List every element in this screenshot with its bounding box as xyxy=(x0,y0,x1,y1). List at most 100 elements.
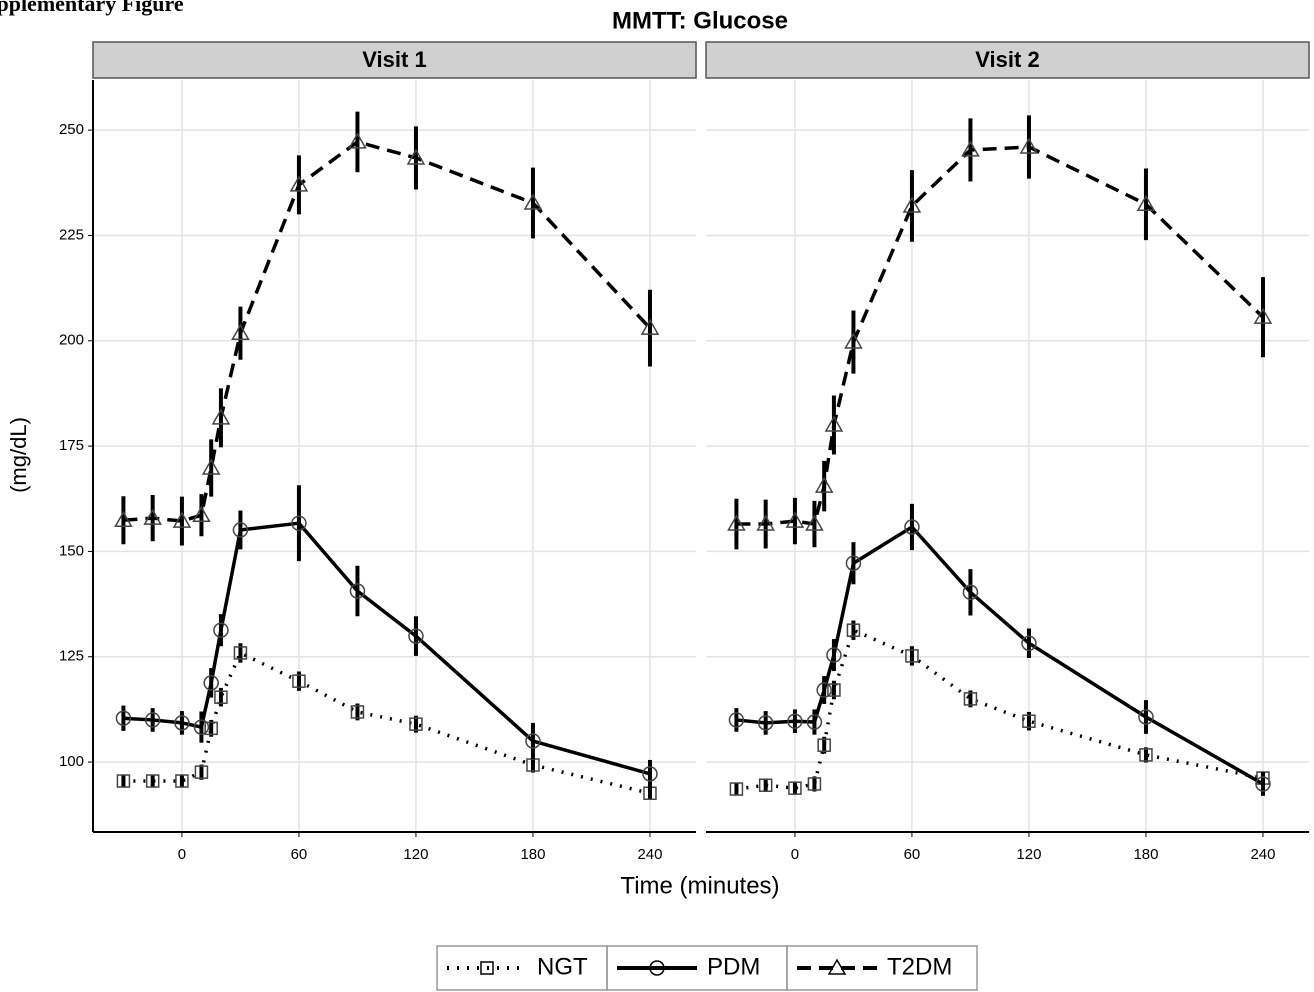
marker xyxy=(1019,137,1039,154)
marker xyxy=(192,505,211,522)
x-tick-label: 0 xyxy=(791,846,799,863)
marker xyxy=(291,515,307,531)
marker xyxy=(805,514,824,531)
marker xyxy=(408,628,424,644)
marker xyxy=(233,646,248,660)
marker xyxy=(144,712,161,728)
strip xyxy=(705,41,1310,79)
y-tick-label: 100 xyxy=(59,753,84,770)
marker xyxy=(844,332,863,349)
x-tick-label: 240 xyxy=(1250,846,1275,863)
marker xyxy=(729,782,744,796)
y-tick-label: 150 xyxy=(59,542,84,559)
marker xyxy=(406,148,426,165)
series-line xyxy=(736,145,1265,527)
series-line xyxy=(736,524,1264,786)
marker xyxy=(213,622,229,638)
marker xyxy=(116,774,131,788)
x-tick-label: 60 xyxy=(904,846,921,863)
marker xyxy=(1139,748,1153,762)
marker xyxy=(1253,307,1273,324)
marker xyxy=(1021,635,1037,652)
marker xyxy=(788,781,802,795)
marker xyxy=(174,715,190,731)
x-tick-label: 60 xyxy=(291,846,308,863)
series-line xyxy=(123,650,651,795)
x-tick-label: 120 xyxy=(403,846,428,863)
marker xyxy=(787,713,803,729)
y-tick-label: 125 xyxy=(59,648,84,665)
marker xyxy=(816,682,832,698)
marker xyxy=(817,738,831,752)
marker xyxy=(292,674,306,688)
marker xyxy=(350,705,365,719)
panel-label: Visit 1 xyxy=(362,47,426,72)
marker xyxy=(143,508,162,525)
marker xyxy=(203,675,219,691)
marker xyxy=(902,196,922,213)
marker xyxy=(214,690,228,704)
series-line xyxy=(123,140,652,523)
marker xyxy=(904,519,920,535)
marker xyxy=(193,719,210,735)
marker xyxy=(145,774,160,788)
marker xyxy=(961,140,980,157)
marker xyxy=(640,318,660,335)
marker xyxy=(523,193,543,210)
marker xyxy=(348,132,367,149)
marker xyxy=(845,555,862,571)
marker xyxy=(963,692,978,706)
header-text: Supplementary Figure xyxy=(0,0,184,16)
marker xyxy=(409,717,423,731)
marker xyxy=(827,683,841,697)
marker xyxy=(807,777,822,791)
marker xyxy=(201,458,221,475)
marker xyxy=(756,514,775,531)
strip xyxy=(92,41,697,79)
marker xyxy=(1022,714,1036,728)
marker xyxy=(204,721,218,736)
marker xyxy=(728,712,745,728)
marker xyxy=(727,514,746,531)
marker xyxy=(642,766,658,782)
marker xyxy=(480,961,494,975)
legend-label: T2DM xyxy=(887,953,952,980)
y-tick-label: 250 xyxy=(59,121,84,138)
marker xyxy=(1138,709,1154,725)
y-tick-label: 225 xyxy=(59,226,84,243)
x-tick-label: 0 xyxy=(178,846,186,863)
y-axis-label: (mg/dL) xyxy=(6,417,31,493)
x-axis-label: Time (minutes) xyxy=(620,872,779,899)
marker xyxy=(758,778,773,792)
x-tick-label: 120 xyxy=(1016,846,1041,863)
legend-box xyxy=(786,945,978,991)
marker xyxy=(231,323,250,340)
marker xyxy=(1136,194,1156,212)
marker xyxy=(194,765,209,779)
marker xyxy=(232,522,249,538)
marker xyxy=(814,476,834,493)
marker xyxy=(962,584,979,601)
marker xyxy=(757,715,774,731)
marker xyxy=(806,714,823,730)
x-tick-label: 180 xyxy=(520,846,545,863)
marker xyxy=(172,511,192,528)
marker xyxy=(826,647,842,663)
legend-label: PDM xyxy=(707,953,760,980)
y-tick-label: 175 xyxy=(59,437,84,454)
marker xyxy=(525,733,541,749)
series-line xyxy=(123,521,651,776)
marker xyxy=(289,175,309,192)
chart-title: MMTT: Glucose xyxy=(612,7,788,34)
marker xyxy=(785,511,805,528)
marker xyxy=(824,415,844,432)
x-tick-label: 240 xyxy=(637,846,662,863)
marker xyxy=(349,583,366,599)
panel-label: Visit 2 xyxy=(975,47,1039,72)
marker xyxy=(649,960,665,976)
marker xyxy=(211,408,231,425)
legend-label: NGT xyxy=(537,953,588,980)
marker xyxy=(115,710,132,727)
